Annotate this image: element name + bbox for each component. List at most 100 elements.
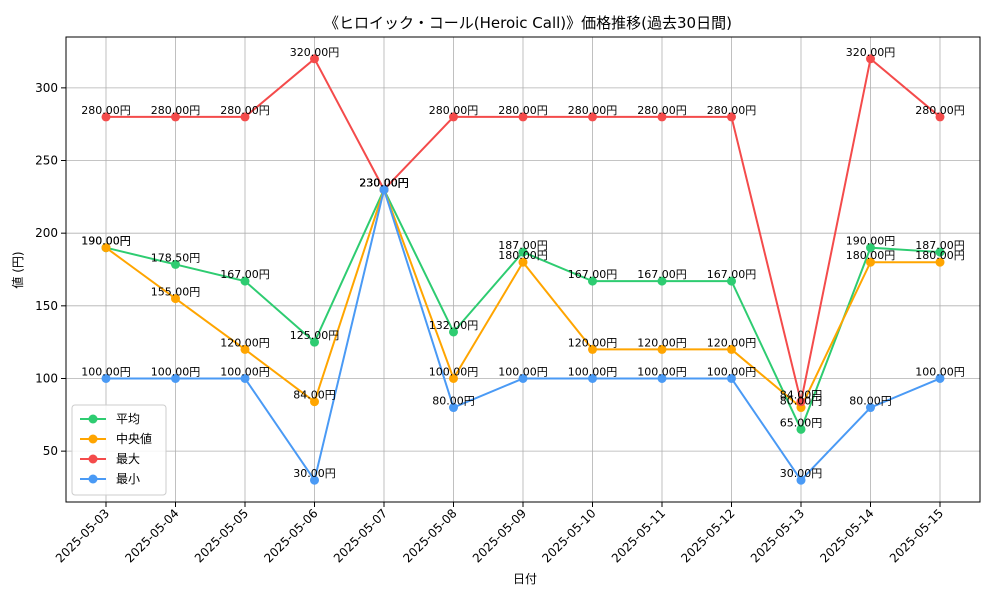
data-label: 120.00円 <box>637 336 687 349</box>
data-point <box>171 294 180 304</box>
data-point <box>657 373 667 383</box>
x-tick-label: 2025-05-05 <box>192 506 251 565</box>
data-label: 280.00円 <box>915 104 965 117</box>
data-point <box>866 257 875 267</box>
x-tick-label: 2025-05-08 <box>400 506 459 565</box>
data-point <box>171 259 180 269</box>
y-tick-label: 100 <box>35 371 58 385</box>
data-point <box>935 257 945 267</box>
x-tick-label: 2025-05-06 <box>261 506 320 565</box>
data-point <box>171 373 180 383</box>
data-label: 280.00円 <box>707 104 757 117</box>
data-label: 125.00円 <box>290 329 340 342</box>
data-label: 280.00円 <box>637 104 687 117</box>
data-label: 190.00円 <box>81 235 131 248</box>
x-tick-label: 2025-05-03 <box>53 506 112 565</box>
data-label: 230.00円 <box>359 177 409 190</box>
data-label: 100.00円 <box>637 365 687 378</box>
data-point <box>796 424 806 434</box>
data-label: 280.00円 <box>81 104 131 117</box>
data-point <box>449 112 458 122</box>
data-point <box>240 373 250 383</box>
data-point <box>101 373 111 383</box>
data-label: 100.00円 <box>81 365 131 378</box>
data-point <box>449 403 458 413</box>
y-axis-title: 値 (円) <box>10 251 25 288</box>
data-point <box>935 112 945 122</box>
data-label: 120.00円 <box>568 336 618 349</box>
data-point <box>866 243 875 253</box>
data-point <box>588 112 597 122</box>
legend-label: 最小 <box>116 472 140 486</box>
x-tick-label: 2025-05-09 <box>470 506 529 565</box>
data-point <box>310 54 319 64</box>
axis-ticks: 2025-05-03 2025-05-04 2025-05-05 2025-05-06… <box>35 81 946 566</box>
data-point <box>171 112 180 122</box>
data-labels: 190.00円 178.50円 167.00円 125.00円 230.00円 132.0… <box>81 46 965 480</box>
legend-label: 平均 <box>116 412 140 426</box>
data-label: 320.00円 <box>846 46 896 59</box>
legend-label: 中央値 <box>116 431 152 446</box>
data-point <box>518 112 528 122</box>
data-label: 100.00円 <box>151 365 201 378</box>
data-label: 84.00円 <box>780 389 823 402</box>
data-point <box>101 243 111 253</box>
data-point <box>657 344 667 354</box>
data-label: 178.50円 <box>151 251 201 264</box>
data-point <box>101 112 111 122</box>
data-label: 280.00円 <box>568 104 618 117</box>
data-point <box>866 403 875 413</box>
data-label: 100.00円 <box>915 365 965 378</box>
data-point <box>657 276 667 286</box>
data-point <box>866 54 875 64</box>
data-label: 167.00円 <box>220 268 270 281</box>
data-point <box>727 112 736 122</box>
data-label: 30.00円 <box>293 467 336 480</box>
series-2 <box>101 54 945 407</box>
data-label: 167.00円 <box>707 268 757 281</box>
legend-item: 平均 <box>80 412 140 426</box>
data-point <box>310 337 319 347</box>
legend-marker <box>88 414 98 424</box>
data-label: 190.00円 <box>846 235 896 248</box>
legend-box <box>71 404 167 496</box>
legend-item: 中央値 <box>80 431 152 446</box>
x-tick-label: 2025-05-04 <box>122 506 181 565</box>
data-label: 180.00円 <box>915 249 965 262</box>
data-point <box>796 397 806 407</box>
data-label: 155.00円 <box>151 286 201 299</box>
data-label: 280.00円 <box>151 104 201 117</box>
y-tick-label: 300 <box>35 81 58 95</box>
y-tick-label: 250 <box>35 154 58 168</box>
data-label: 100.00円 <box>568 365 618 378</box>
x-axis-title: 日付 <box>513 572 537 586</box>
data-point <box>379 185 389 195</box>
data-label: 80.00円 <box>849 395 892 408</box>
data-label: 100.00円 <box>498 365 548 378</box>
series-layer <box>101 54 945 485</box>
data-label: 230.00円 <box>359 177 409 190</box>
x-tick-label: 2025-05-14 <box>817 506 876 565</box>
series-3 <box>101 185 945 485</box>
data-label: 100.00円 <box>429 365 479 378</box>
legend-marker <box>88 474 98 484</box>
data-point <box>588 276 597 286</box>
data-label: 187.00円 <box>915 239 965 252</box>
data-point <box>727 373 736 383</box>
x-tick-label: 2025-05-11 <box>609 506 668 565</box>
data-label: 167.00円 <box>637 268 687 281</box>
y-tick-label: 150 <box>35 299 58 313</box>
series-0 <box>101 185 945 434</box>
data-label: 187.00円 <box>498 239 548 252</box>
data-point <box>518 373 528 383</box>
x-tick-label: 2025-05-07 <box>331 506 390 565</box>
data-label: 180.00円 <box>846 249 896 262</box>
data-label: 180.00円 <box>498 249 548 262</box>
legend-marker <box>88 454 98 464</box>
data-point <box>935 247 945 257</box>
data-point <box>310 475 319 485</box>
data-label: 120.00円 <box>707 336 757 349</box>
data-point <box>727 276 736 286</box>
